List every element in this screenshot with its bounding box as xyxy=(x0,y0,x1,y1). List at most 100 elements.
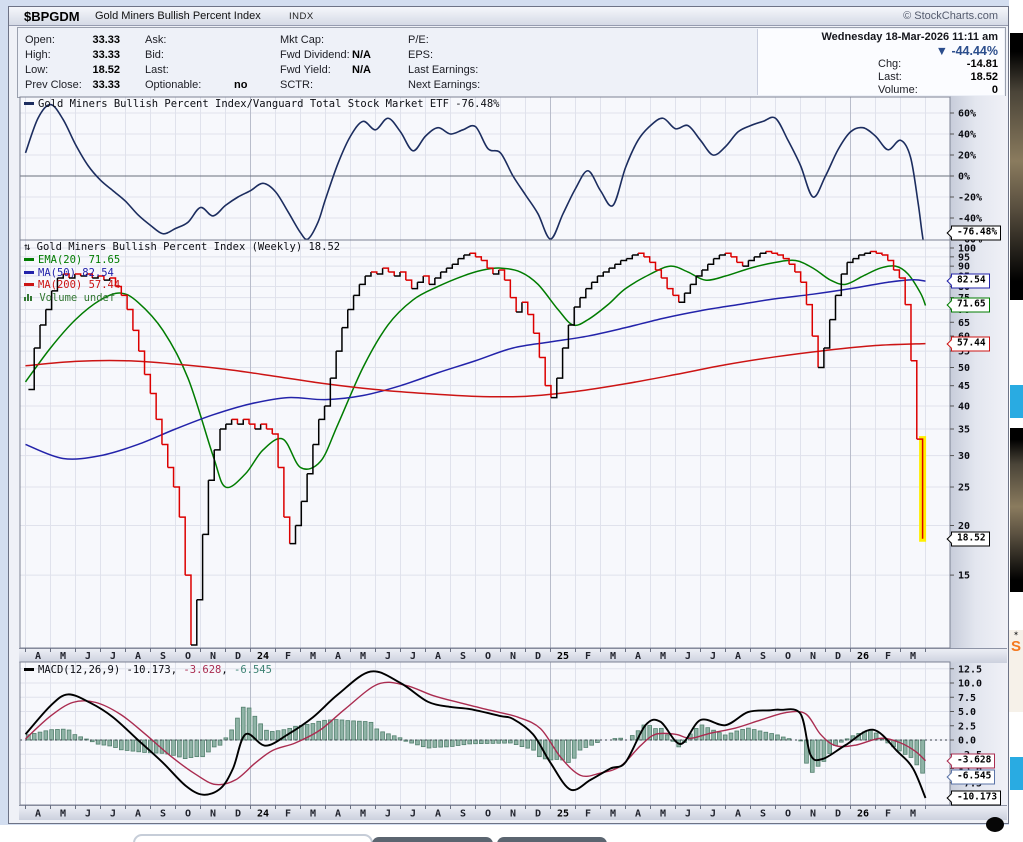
x-axis-label: J xyxy=(110,809,116,820)
x-axis-label: A xyxy=(35,809,41,820)
x-axis-label: M xyxy=(610,809,616,820)
x-axis-label: O xyxy=(785,651,791,662)
bottom-button-1[interactable] xyxy=(372,837,493,842)
quote-value: no xyxy=(234,79,248,91)
x-axis-label: J xyxy=(385,809,391,820)
quote-label: High: xyxy=(25,49,51,61)
x-axis-label: M xyxy=(610,651,616,662)
x-axis-label: F xyxy=(285,809,291,820)
x-axis-label: N xyxy=(510,809,516,820)
x-axis-label: F xyxy=(585,809,591,820)
x-axis-label: A xyxy=(635,651,641,662)
x-axis-label: F xyxy=(285,651,291,662)
axis-tick-label: 0% xyxy=(958,172,970,183)
x-axis-label: O xyxy=(785,809,791,820)
x-axis-label: O xyxy=(185,651,191,662)
axis-value-bubble: -76.48% xyxy=(951,225,1002,241)
updown-arrows-icon: ⇅ xyxy=(24,241,31,253)
separator: , xyxy=(170,664,184,676)
quote-value: 33.33 xyxy=(92,79,120,91)
ratio-title: Gold Miners Bullish Percent Index/Vangua… xyxy=(38,98,500,110)
ema20-label: EMA(20) 71.65 xyxy=(38,254,121,266)
x-axis-label: J xyxy=(85,651,91,662)
x-axis-label: 26 xyxy=(857,809,869,820)
macd-hist-value: -6.545 xyxy=(234,664,272,676)
x-axis-label: M xyxy=(360,809,366,820)
star-icon: ✶ xyxy=(1013,631,1019,638)
x-axis-label: M xyxy=(60,651,66,662)
blue-banner-1 xyxy=(1010,385,1023,418)
volume-bars-icon xyxy=(24,292,33,304)
x-axis-label: 24 xyxy=(257,651,269,662)
x-axis-label: J xyxy=(710,809,716,820)
axis-tick-label: 50 xyxy=(958,363,970,374)
percent-change-value: -44.44% xyxy=(951,44,998,58)
axis-tick-label: 60% xyxy=(958,109,976,120)
logo-card: ✶ S xyxy=(1009,630,1023,712)
separator: , xyxy=(221,664,235,676)
x-axis-label: A xyxy=(735,809,741,820)
blue-banner-2 xyxy=(1010,757,1023,790)
x-axis-label: M xyxy=(60,809,66,820)
bottom-input[interactable] xyxy=(133,834,373,842)
quote-stat-row: Last: 18.52 xyxy=(878,71,998,83)
bottom-button-2[interactable] xyxy=(497,837,607,842)
axis-value-bubble: -3.628 xyxy=(951,753,996,769)
axis-value-bubble: -10.173 xyxy=(951,790,1002,806)
x-axis-label: J xyxy=(110,651,116,662)
axis-tick-label: 0.0 xyxy=(958,736,976,747)
x-axis-label: J xyxy=(385,651,391,662)
quote-value: 33.33 xyxy=(92,49,120,61)
axis-value-bubble: 71.65 xyxy=(951,297,990,313)
x-axis-label: A xyxy=(335,809,341,820)
quote-label: Bid: xyxy=(145,49,164,61)
quote-label: Optionable: xyxy=(145,79,202,91)
main-title: ⇅ Gold Miners Bullish Percent Index (Wee… xyxy=(24,241,340,253)
axis-tick-label: 40% xyxy=(958,130,976,141)
x-axis-label: M xyxy=(660,809,666,820)
axis-tick-label: 12.5 xyxy=(958,664,982,675)
legend-volume: Volume undef xyxy=(24,292,115,304)
x-axis-label: D xyxy=(235,651,241,662)
video-thumbnail-2[interactable] xyxy=(1010,428,1023,592)
x-axis-label: 25 xyxy=(557,651,569,662)
x-axis-label: A xyxy=(35,651,41,662)
quote-label: Ask: xyxy=(145,34,167,46)
x-axis-label: S xyxy=(460,651,466,662)
x-axis-label: 24 xyxy=(257,809,269,820)
down-triangle-icon: ▼ xyxy=(935,44,948,58)
quote-label: Fwd Dividend: xyxy=(280,49,350,61)
x-axis-label: J xyxy=(410,651,416,662)
x-axis-label: S xyxy=(160,809,166,820)
axis-tick-label: 20% xyxy=(958,151,976,162)
copyright: © StockCharts.com xyxy=(903,10,998,22)
axis-tick-label: 20 xyxy=(958,521,970,532)
axis-tick-label: 25 xyxy=(958,483,970,494)
cursor-dot xyxy=(986,817,1004,832)
video-thumbnail-1[interactable] xyxy=(1010,33,1023,300)
axis-value-bubble: 57.44 xyxy=(951,336,990,352)
axis-tick-label: 10.0 xyxy=(958,679,982,690)
x-axis-label: F xyxy=(885,809,891,820)
x-axis-label: A xyxy=(335,651,341,662)
quote-panel: Open: 33.33 High: 33.33 Low: 18.52 Prev Close:… xyxy=(17,27,1006,98)
quote-datetime: Wednesday 18-Mar-2026 11:11 am xyxy=(821,31,998,43)
chart-title-bar: $BPGDM Gold Miners Bullish Percent Index… xyxy=(9,7,1008,26)
axis-tick-label: -40% xyxy=(958,214,982,225)
axis-tick-label: 100 xyxy=(958,244,976,255)
axis-tick-label: 95 xyxy=(958,252,970,263)
macd-legend: MACD(12,26,9) -10.173, -3.628, -6.545 xyxy=(24,664,272,676)
x-axis-label: A xyxy=(435,651,441,662)
ma50-swatch xyxy=(24,270,34,274)
axis-tick-label: 40 xyxy=(958,401,970,412)
ticker-exchange: INDX xyxy=(289,11,314,22)
axis-tick-label: 30 xyxy=(958,451,970,462)
x-axis-label: M xyxy=(310,651,316,662)
quote-label: Next Earnings: xyxy=(408,79,481,91)
axis-tick-label: 65 xyxy=(958,318,970,329)
quote-value: N/A xyxy=(352,49,371,61)
price-axis-strip xyxy=(950,96,1007,820)
quote-label: Last Earnings: xyxy=(408,64,479,76)
